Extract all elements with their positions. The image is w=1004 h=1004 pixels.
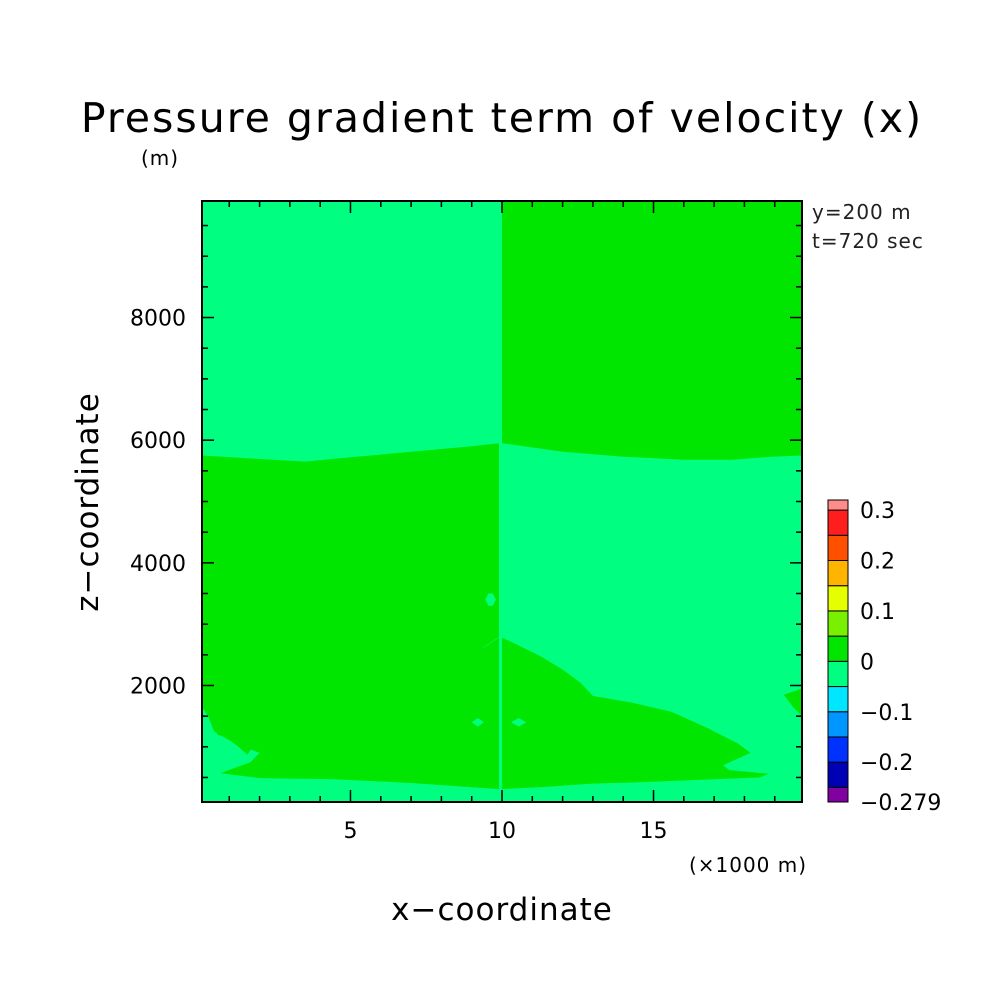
info-line-t: t=720 sec [812,229,924,253]
colorbar-swatch [827,509,849,536]
y-tick-label: 4000 [130,552,186,577]
y-tick-label: 8000 [130,307,186,332]
contour-region-2 [502,637,769,790]
y-axis-unit: (m) [141,146,179,170]
x-tick-labels: 5 10 15 [343,819,667,844]
colorbar-swatch [827,660,849,688]
y-axis-label: z−coordinate [70,392,106,612]
colorbar-label: 0 [860,650,874,675]
colorbar-swatch [827,610,849,637]
axis-ticks [202,201,802,802]
info-line-y: y=200 m [812,200,912,224]
colorbar-label: 0.2 [860,550,895,575]
colorbar-swatch [827,635,849,662]
contour-region-3 [783,688,802,717]
contour-region-5 [471,718,484,727]
chart-title: Pressure gradient term of velocity (x) [81,94,923,142]
x-axis-unit: (×1000 m) [689,853,807,877]
colorbar-swatch [827,560,849,587]
colorbar-label: −0.279 [860,791,941,816]
x-tick-label: 5 [343,819,357,844]
colorbar [827,499,849,803]
colorbar-label: −0.1 [860,701,913,726]
colorbar-label: 0.3 [860,499,895,524]
y-tick-label: 2000 [130,674,186,699]
colorbar-swatch [827,585,849,612]
colorbar-swatch [827,534,849,562]
colorbar-labels: 0.3 0.2 0.1 0 −0.1 −0.2 −0.279 [860,499,941,816]
x-tick-label: 10 [488,819,516,844]
colorbar-swatch [827,786,849,803]
contour-region-1 [202,443,499,790]
colorbar-swatch [827,736,849,763]
colorbar-swatch [827,686,849,713]
colorbar-swatch [827,499,849,511]
contour-region-6 [511,718,527,727]
x-tick-label: 15 [640,819,668,844]
y-tick-labels: 2000 4000 6000 8000 [130,307,186,700]
contour-region-4 [485,593,496,606]
plot-area [202,201,802,802]
x-axis-label: x−coordinate [391,892,613,928]
contour-region-0 [502,201,802,460]
y-tick-label: 6000 [130,429,186,454]
colorbar-swatch [827,711,849,738]
colorbar-label: −0.2 [860,751,913,776]
colorbar-label: 0.1 [860,600,895,625]
colorbar-swatch [827,761,849,788]
